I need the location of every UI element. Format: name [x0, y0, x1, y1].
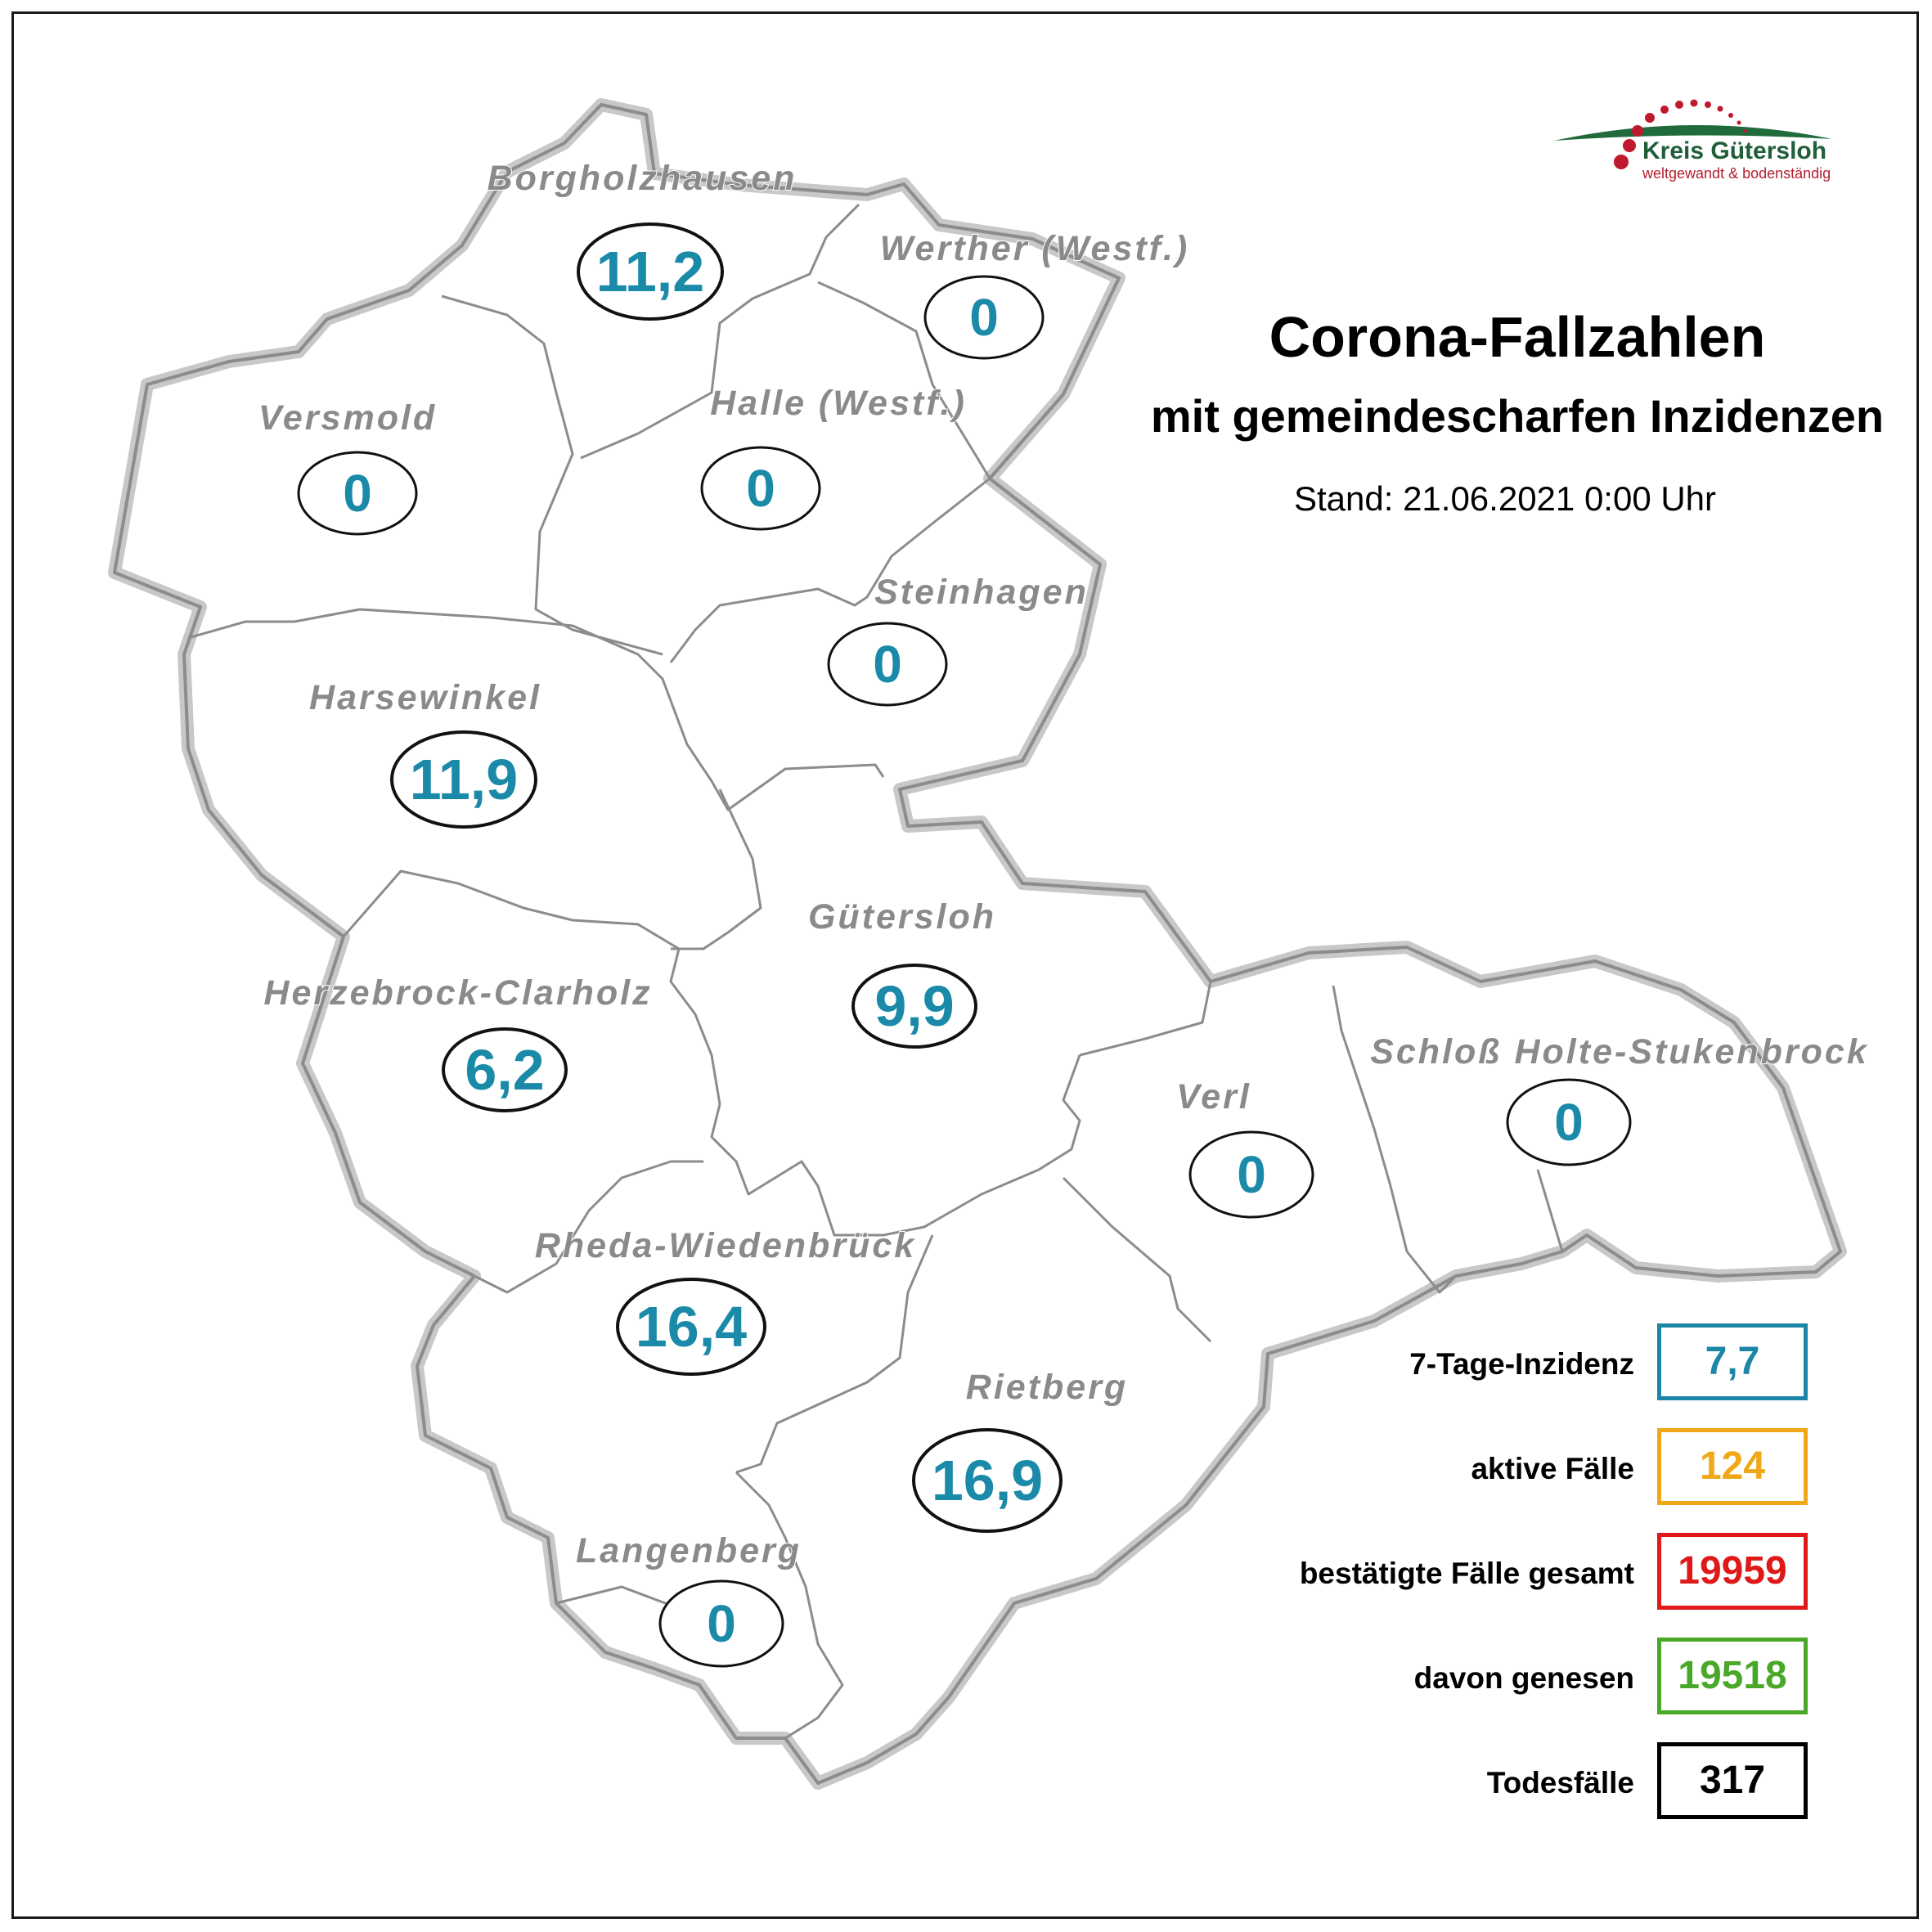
municipality-verl: Verl 0	[1175, 1076, 1314, 1219]
municipality-value: 11,9	[410, 748, 518, 811]
municipality-value: 0	[873, 635, 902, 694]
municipality-value: 0	[746, 459, 775, 518]
municipality-name: Gütersloh	[808, 897, 996, 937]
municipality-value: 0	[707, 1594, 736, 1653]
legend-label: bestätigte Fälle gesamt	[1299, 1557, 1634, 1590]
municipality-name: Rietberg	[966, 1368, 1128, 1407]
municipality-borgholzhausen: Borgholzhausen 11,2	[487, 158, 798, 321]
municipality-harsewinkel: Harsewinkel 11,9	[308, 677, 541, 829]
municipality-name: Rheda-Wiedenbrück	[535, 1226, 916, 1265]
legend-value-box: 317	[1657, 1742, 1808, 1819]
value-ellipse	[827, 622, 948, 707]
value-ellipse	[851, 964, 977, 1049]
value-ellipse	[700, 446, 821, 531]
municipality-rheda-wiedenbrueck: Rheda-Wiedenbrück 16,4	[534, 1225, 916, 1376]
municipality-value: 16,9	[932, 1449, 1043, 1512]
municipality-versmold: Versmold 0	[258, 398, 437, 536]
value-ellipse	[912, 1428, 1063, 1533]
municipality-name: Versmold	[258, 398, 437, 438]
municipality-schloss-holte-stukenbrock: Schloß Holte-Stukenbrock 0	[1369, 1031, 1869, 1166]
value-ellipse	[577, 222, 724, 321]
municipality-name: Borgholzhausen	[487, 159, 798, 198]
municipality-name: Halle (Westf.)	[710, 384, 967, 423]
municipality-name: Steinhagen	[874, 573, 1089, 612]
legend-value-box: 19518	[1657, 1638, 1808, 1714]
legend-value-box: 19959	[1657, 1533, 1808, 1610]
municipality-value: 0	[1554, 1093, 1584, 1152]
logo-title: Kreis Gütersloh	[1642, 137, 1827, 164]
municipality-name: Werther (Westf.)	[880, 229, 1190, 268]
municipality-langenberg: Langenberg 0	[575, 1530, 802, 1668]
municipality-value: 0	[343, 464, 372, 523]
value-ellipse	[442, 1027, 568, 1112]
value-ellipse	[1188, 1130, 1314, 1219]
legend-row-todesfaelle: Todesfälle 317	[1161, 1742, 1808, 1824]
municipal-borders	[187, 203, 1564, 1740]
municipality-halle: Halle (Westf.) 0	[700, 383, 967, 531]
municipality-labels: Borgholzhausen 11,2 Werther (Westf.) 0 V…	[258, 158, 1869, 1668]
municipality-value: 9,9	[874, 974, 954, 1038]
municipality-rietberg: Rietberg 16,9	[912, 1367, 1128, 1533]
municipality-name: Verl	[1176, 1077, 1251, 1117]
legend-row-genesen: davon genesen 19518	[1161, 1638, 1808, 1719]
legend-label: 7-Tage-Inzidenz	[1409, 1347, 1634, 1381]
legend-row-aktive-faelle: aktive Fälle 124	[1161, 1428, 1808, 1510]
value-ellipse	[297, 451, 418, 536]
legend-row-inzidenz: 7-Tage-Inzidenz 7,7	[1161, 1323, 1808, 1405]
value-ellipse	[1506, 1078, 1632, 1166]
municipality-value: 16,4	[636, 1295, 747, 1359]
municipality-value: 6,2	[465, 1038, 544, 1102]
value-ellipse	[923, 275, 1045, 360]
logo-mark-icon	[1554, 99, 1832, 169]
legend-label: Todesfälle	[1486, 1766, 1634, 1799]
municipality-guetersloh: Gütersloh 9,9	[807, 896, 996, 1049]
legend-row-bestaetigte-faelle: bestätigte Fälle gesamt 19959	[1161, 1533, 1808, 1615]
municipality-steinhagen: Steinhagen 0	[827, 572, 1089, 707]
legend-label: davon genesen	[1413, 1661, 1634, 1695]
municipality-werther: Werther (Westf.) 0	[879, 228, 1190, 360]
municipality-value: 0	[1237, 1145, 1266, 1204]
value-ellipse	[390, 730, 537, 829]
district-outline	[113, 103, 1842, 1785]
page-title: Corona-Fallzahlen	[1269, 305, 1766, 369]
logo-tagline: weltgewandt & bodenständig	[1642, 165, 1831, 182]
page-subtitle: mit gemeindescharfen Inzidenzen	[1150, 390, 1885, 442]
municipality-value: 11,2	[596, 240, 704, 303]
value-ellipse	[616, 1278, 766, 1376]
municipality-name: Herzebrock-Clarholz	[263, 973, 652, 1013]
legend-value-box: 7,7	[1657, 1323, 1808, 1400]
municipality-name: Harsewinkel	[309, 678, 541, 717]
value-ellipse	[658, 1579, 784, 1668]
municipality-value: 0	[969, 288, 999, 347]
municipality-name: Langenberg	[576, 1531, 802, 1570]
municipality-herzebrock-clarholz: Herzebrock-Clarholz 6,2	[263, 973, 652, 1112]
legend-value-box: 124	[1657, 1428, 1808, 1505]
map-frame	[11, 11, 1919, 1919]
data-timestamp: Stand: 21.06.2021 0:00 Uhr	[1293, 479, 1717, 518]
kreis-guetersloh-logo: Kreis Gütersloh weltgewandt & bodenständ…	[1546, 65, 1840, 196]
municipality-name: Schloß Holte-Stukenbrock	[1370, 1032, 1869, 1072]
legend-label: aktive Fälle	[1471, 1452, 1634, 1485]
